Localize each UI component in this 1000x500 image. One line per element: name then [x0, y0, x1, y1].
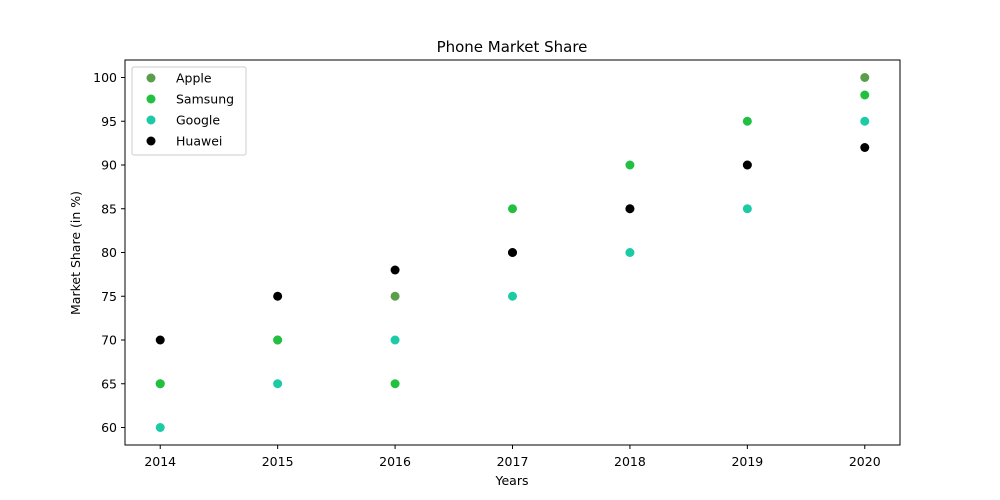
data-point-google: [625, 248, 635, 257]
axis-ticks: 2014 2015 2016 2017 2018 2019 2020 60 65 70 75 80 85…: [93, 70, 881, 469]
data-point-huawei: [390, 265, 400, 275]
data-point-samsung: [508, 204, 517, 214]
data-point-google: [860, 116, 870, 126]
data-point-google: [742, 204, 752, 214]
data-point-samsung: [390, 379, 400, 389]
legend-marker: [146, 94, 156, 104]
y-tick-label: 65: [101, 376, 117, 391]
y-tick-label: 85: [101, 201, 117, 216]
x-tick-label: 2016: [379, 454, 411, 469]
legend-label: Apple: [176, 71, 212, 86]
legend-marker: [146, 115, 156, 125]
x-tick-label: 2019: [731, 454, 763, 469]
data-point-apple: [390, 291, 400, 301]
legend: Apple Samsung Google Huawei: [131, 66, 247, 156]
data-point-samsung: [155, 379, 165, 389]
x-axis-label: Years: [495, 473, 529, 488]
data-point-google: [155, 423, 165, 432]
data-point-huawei: [155, 335, 165, 345]
y-tick-label: 90: [101, 158, 117, 173]
data-point-google: [273, 379, 283, 389]
data-point-samsung: [625, 160, 635, 170]
data-point-huawei: [742, 160, 752, 170]
data-point-huawei: [625, 204, 635, 214]
data-point-huawei: [508, 248, 517, 257]
data-point-google: [508, 291, 517, 301]
x-tick-label: 2020: [849, 454, 881, 469]
data-point-apple: [860, 73, 870, 82]
y-tick-label: 95: [101, 114, 117, 129]
x-tick-label: 2015: [262, 454, 294, 469]
y-tick-label: 80: [101, 245, 117, 260]
legend-label: Samsung: [176, 92, 234, 107]
data-point-samsung: [273, 335, 283, 345]
data-points: [155, 73, 870, 432]
legend-marker: [146, 136, 156, 146]
data-point-google: [390, 335, 400, 345]
y-tick-label: 100: [93, 70, 117, 85]
y-tick-label: 70: [101, 333, 117, 348]
y-tick-label: 60: [101, 420, 117, 435]
x-tick-label: 2017: [497, 454, 529, 469]
x-tick-label: 2014: [144, 454, 176, 469]
legend-marker: [146, 73, 156, 83]
data-point-samsung: [742, 116, 752, 126]
legend-label: Huawei: [176, 134, 222, 149]
x-tick-label: 2018: [614, 454, 646, 469]
legend-label: Google: [176, 113, 220, 128]
y-axis-label: Market Share (in %): [68, 191, 83, 315]
data-point-huawei: [273, 291, 283, 301]
chart-title: Phone Market Share: [437, 38, 588, 56]
y-tick-label: 75: [101, 289, 117, 304]
data-point-samsung: [860, 90, 870, 100]
legend-box: [131, 66, 247, 156]
data-point-huawei: [860, 143, 870, 152]
